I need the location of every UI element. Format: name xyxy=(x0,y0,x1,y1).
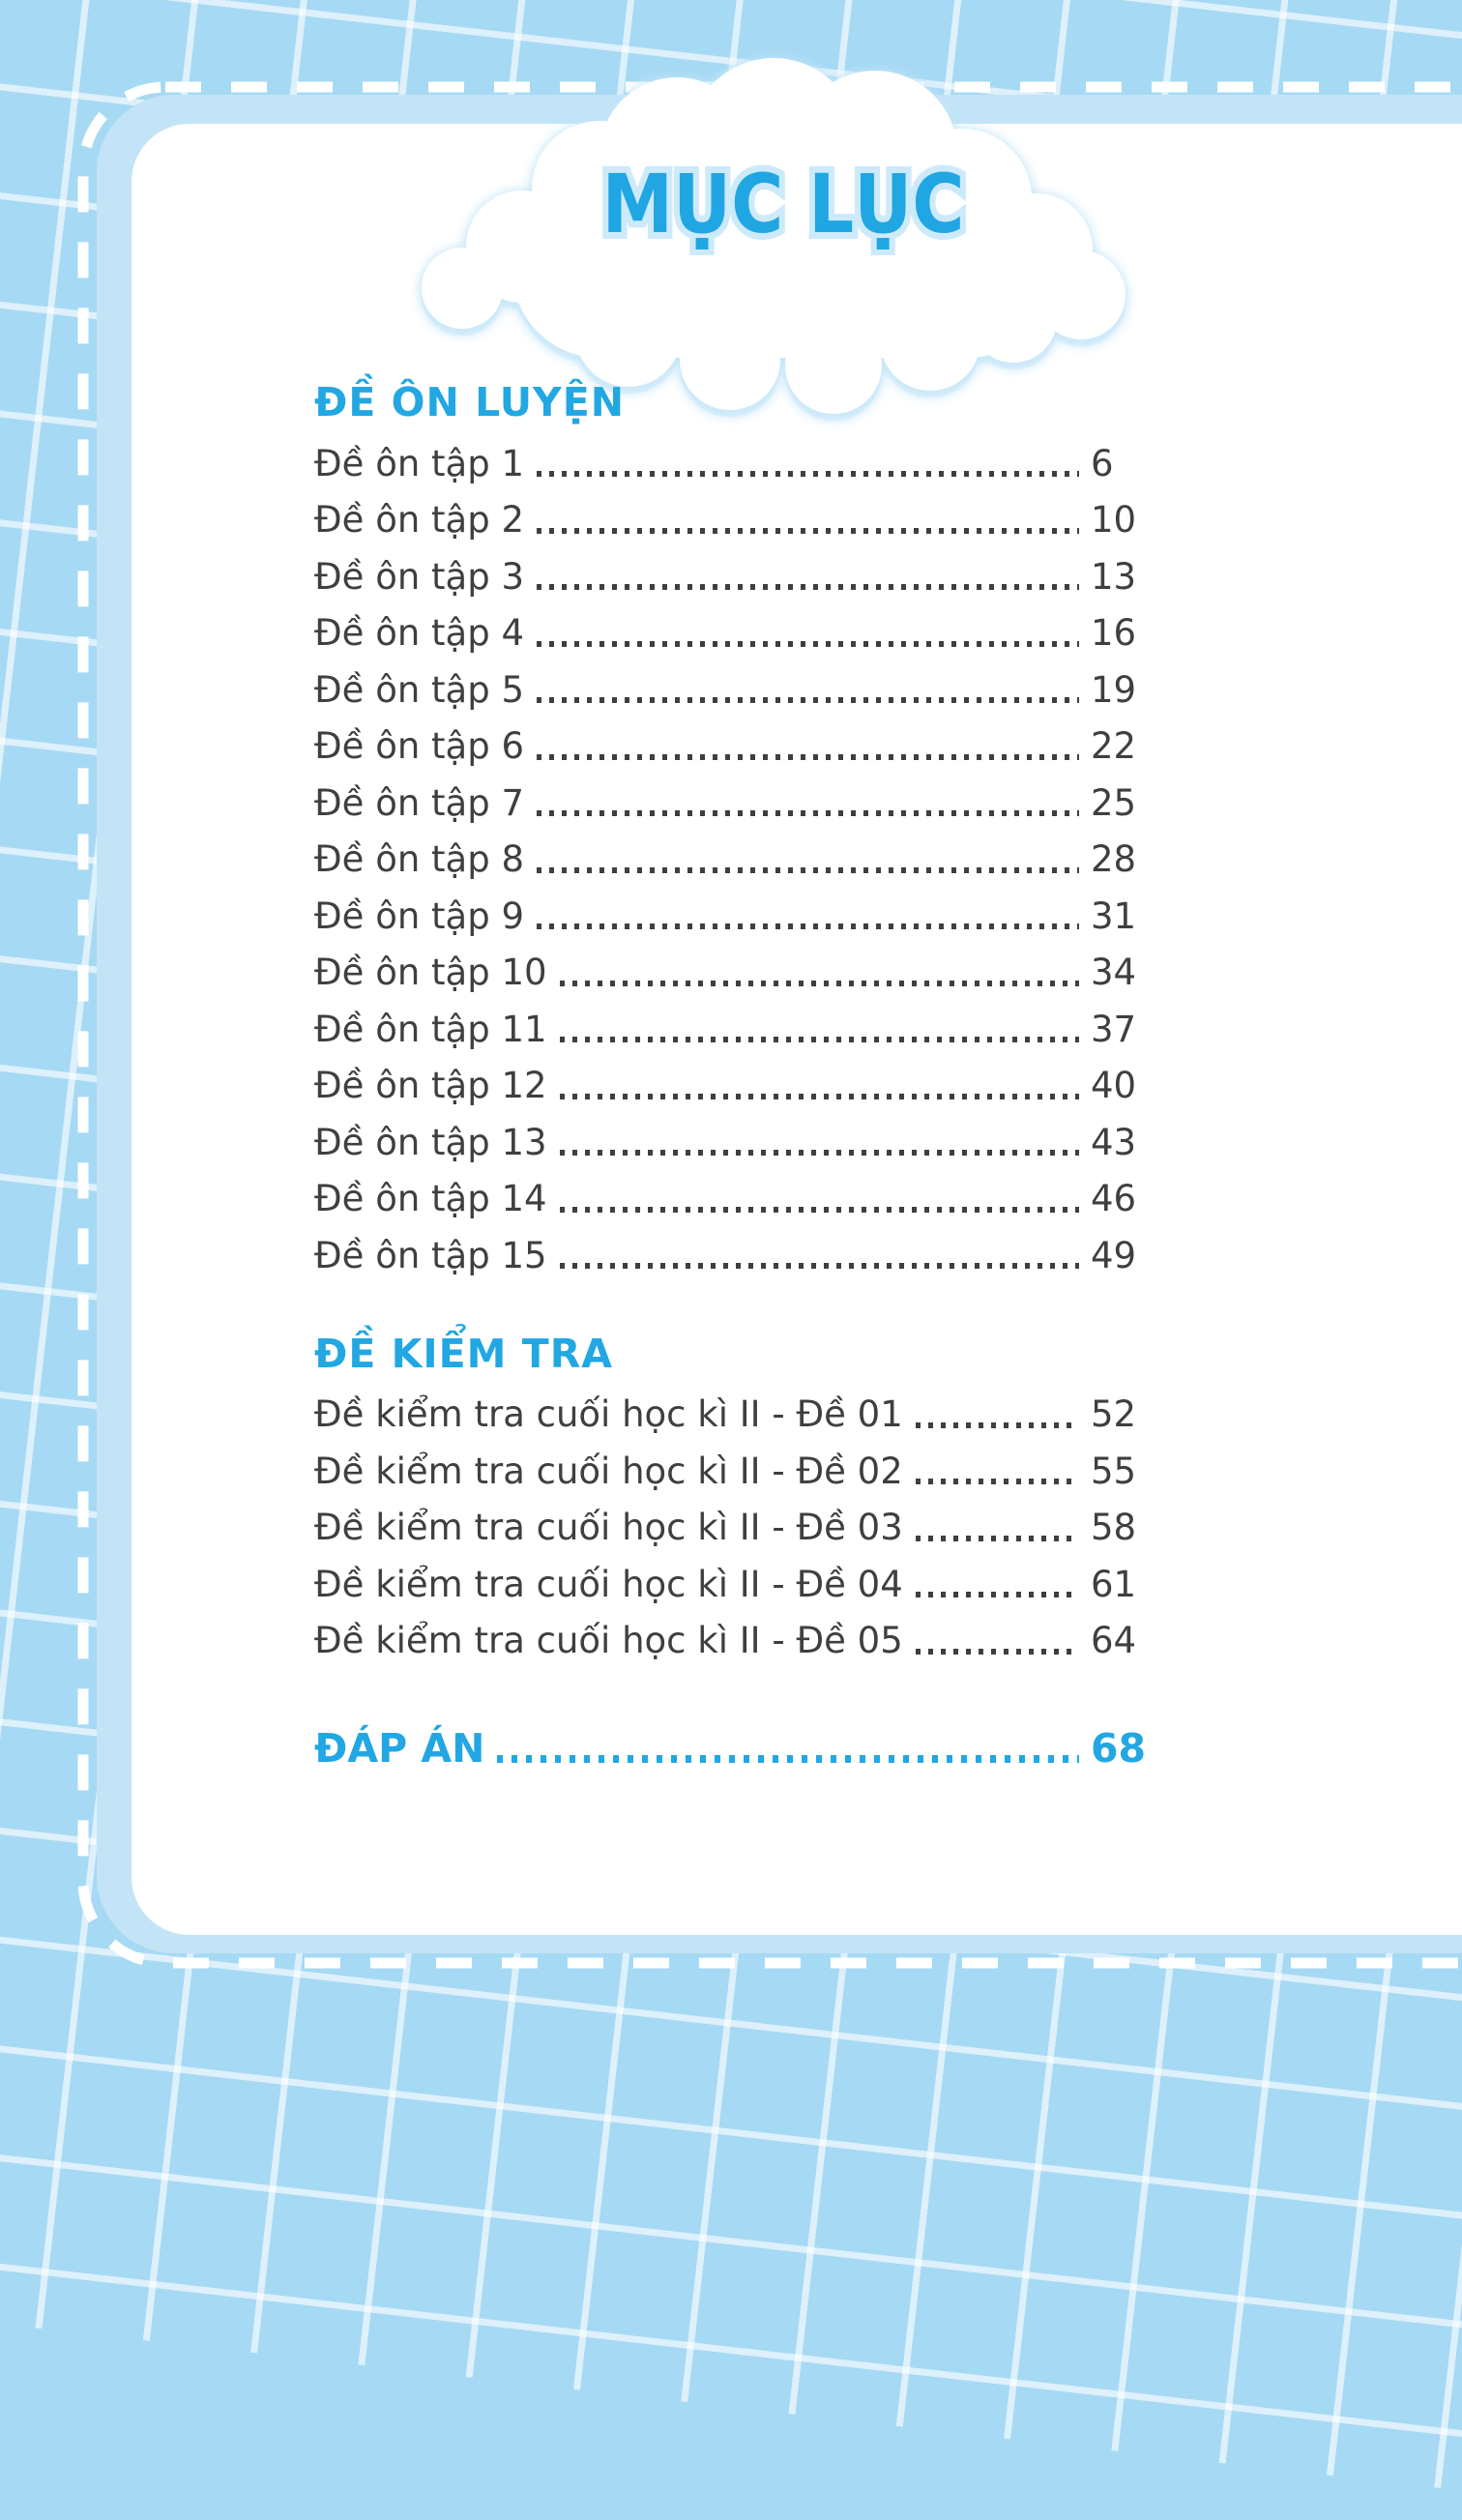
toc-row: Đề ôn tập 12 40 xyxy=(314,1058,1158,1115)
toc-entry-page: 13 xyxy=(1091,555,1137,598)
toc-entry-label: Đề ôn tập 15 xyxy=(314,1234,547,1276)
dotted-leader xyxy=(915,1648,1079,1655)
toc-row: Đề ôn tập 9 31 xyxy=(314,888,1158,945)
dotted-leader xyxy=(537,810,1079,817)
dotted-leader xyxy=(559,1206,1079,1213)
toc-entry-label: Đề ôn tập 5 xyxy=(314,668,525,711)
dotted-leader xyxy=(559,980,1079,986)
toc-entry-label: Đề kiểm tra cuối học kì II - Đề 01 xyxy=(314,1393,903,1436)
toc-entry-page: 31 xyxy=(1091,894,1137,937)
toc-row: Đề ôn tập 5 19 xyxy=(314,661,1158,718)
dotted-leader xyxy=(915,1479,1079,1485)
toc-row: Đề kiểm tra cuối học kì II - Đề 05 64 xyxy=(314,1613,1158,1670)
toc-entry-page: 58 xyxy=(1091,1507,1137,1549)
toc-row: Đề ôn tập 15 49 xyxy=(314,1227,1158,1284)
toc-entry-label: Đề ôn tập 14 xyxy=(314,1178,547,1220)
toc-entry-label: Đề ôn tập 9 xyxy=(314,894,525,937)
toc-entry-page: 22 xyxy=(1091,725,1137,768)
toc-row: Đề ôn tập 10 34 xyxy=(314,945,1158,1002)
toc-entry-label: Đề ôn tập 1 xyxy=(314,442,525,484)
dotted-leader xyxy=(537,584,1079,591)
toc-entry-label: Đề ôn tập 12 xyxy=(314,1065,547,1107)
toc-entry-label: Đề kiểm tra cuối học kì II - Đề 03 xyxy=(314,1507,903,1549)
toc-entry-label: Đề ôn tập 10 xyxy=(314,952,547,994)
toc-entry-label: Đề kiểm tra cuối học kì II - Đề 04 xyxy=(314,1563,903,1605)
toc-row: Đề ôn tập 8 28 xyxy=(314,832,1158,889)
dotted-leader xyxy=(537,697,1079,704)
dotted-leader xyxy=(915,1535,1079,1541)
toc-entry-page: 37 xyxy=(1091,1008,1137,1050)
answer-key-row: ĐÁP ÁN 68 xyxy=(314,1720,1158,1777)
toc-entry-page: 25 xyxy=(1091,781,1137,824)
dotted-leader xyxy=(537,866,1079,873)
dotted-leader xyxy=(497,1755,1079,1764)
page-title-outline: MỤC LỤC xyxy=(596,150,970,258)
page-title: MỤC LỤC MỤC LỤC xyxy=(445,147,1122,273)
toc-entry-label: Đề kiểm tra cuối học kì II - Đề 02 xyxy=(314,1450,903,1492)
toc-entry-page: 10 xyxy=(1091,499,1137,542)
cloud-decoration xyxy=(416,58,1131,425)
toc-entry-label: Đề ôn tập 2 xyxy=(314,499,525,542)
toc-row: Đề ôn tập 4 16 xyxy=(314,605,1158,662)
toc-entry-page: 34 xyxy=(1091,952,1137,994)
dotted-leader xyxy=(537,527,1079,534)
toc-entry-label: Đề ôn tập 8 xyxy=(314,838,525,881)
dotted-leader xyxy=(559,1263,1079,1270)
toc-entry-page: 55 xyxy=(1091,1450,1137,1492)
section-heading-kiem-tra: ĐỀ KIỂM TRA xyxy=(314,1330,614,1377)
toc-entry-label: Đề ôn tập 6 xyxy=(314,725,525,768)
page-card xyxy=(132,124,1462,1935)
dotted-leader xyxy=(915,1421,1079,1428)
toc-entry-page: 19 xyxy=(1091,668,1137,711)
toc-row: Đề ôn tập 13 43 xyxy=(314,1114,1158,1171)
toc-section-on-luyen: ĐỀ ÔN LUYỆN Đề ôn tập 1 6 Đề ôn tập 2 10… xyxy=(314,379,1158,1284)
toc-entry-page: 16 xyxy=(1091,612,1137,655)
dotted-leader xyxy=(559,1037,1079,1043)
toc-section-kiem-tra: ĐỀ KIỂM TRA Đề kiểm tra cuối học kì II -… xyxy=(314,1331,1158,1670)
toc-row: Đề ôn tập 3 13 xyxy=(314,548,1158,605)
cloud-body xyxy=(512,184,1054,358)
toc-entry-label: Đề ôn tập 4 xyxy=(314,612,525,655)
toc-row: Đề kiểm tra cuối học kì II - Đề 01 52 xyxy=(314,1387,1158,1444)
page-title-text: MỤC LỤC xyxy=(601,157,965,251)
toc-entry-page: 6 xyxy=(1091,442,1114,484)
toc-entry-label: Đề ôn tập 11 xyxy=(314,1008,547,1050)
toc-entry-label: Đề ôn tập 7 xyxy=(314,781,525,824)
toc-entry-label: Đề kiểm tra cuối học kì II - Đề 05 xyxy=(314,1620,903,1662)
toc-entry-label: Đề ôn tập 3 xyxy=(314,555,525,598)
toc-entry-label: Đề ôn tập 13 xyxy=(314,1121,547,1163)
toc-row: Đề ôn tập 11 37 xyxy=(314,1001,1158,1058)
table-of-contents: ĐỀ ÔN LUYỆN Đề ôn tập 1 6 Đề ôn tập 2 10… xyxy=(314,379,1158,1777)
toc-row: Đề ôn tập 14 46 xyxy=(314,1171,1158,1228)
toc-row: Đề kiểm tra cuối học kì II - Đề 03 58 xyxy=(314,1500,1158,1557)
toc-row: Đề ôn tập 6 22 xyxy=(314,718,1158,776)
toc-entry-page: 64 xyxy=(1091,1620,1137,1662)
answer-key-page: 68 xyxy=(1091,1725,1147,1773)
answer-key-label: ĐÁP ÁN xyxy=(314,1725,485,1773)
toc-row: Đề ôn tập 7 25 xyxy=(314,775,1158,832)
dotted-leader xyxy=(537,640,1079,647)
cloud-puff xyxy=(422,248,503,329)
dotted-leader xyxy=(537,923,1079,930)
dotted-leader xyxy=(537,753,1079,760)
dotted-leader xyxy=(915,1592,1079,1598)
toc-entry-page: 40 xyxy=(1091,1065,1137,1107)
toc-entry-page: 49 xyxy=(1091,1234,1137,1276)
toc-row: Đề kiểm tra cuối học kì II - Đề 04 61 xyxy=(314,1556,1158,1613)
dotted-leader xyxy=(559,1093,1079,1099)
toc-row: Đề ôn tập 1 6 xyxy=(314,435,1158,492)
dotted-leader xyxy=(537,471,1079,478)
toc-entry-page: 61 xyxy=(1091,1563,1137,1605)
toc-entry-page: 46 xyxy=(1091,1178,1137,1220)
dotted-leader xyxy=(559,1150,1079,1157)
section-heading-on-luyen: ĐỀ ÔN LUYỆN xyxy=(314,379,626,425)
toc-row: Đề ôn tập 2 10 xyxy=(314,492,1158,549)
toc-entry-page: 52 xyxy=(1091,1393,1137,1436)
toc-entry-page: 28 xyxy=(1091,838,1137,881)
toc-entry-page: 43 xyxy=(1091,1121,1137,1163)
toc-row: Đề kiểm tra cuối học kì II - Đề 02 55 xyxy=(314,1443,1158,1500)
